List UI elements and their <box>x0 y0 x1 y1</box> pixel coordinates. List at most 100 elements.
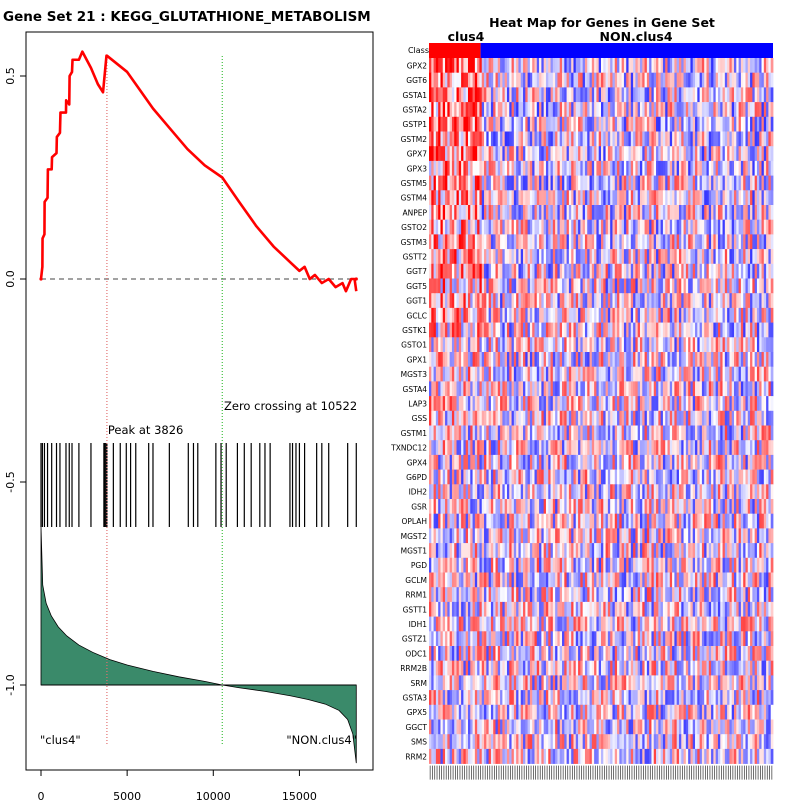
heatmap-cell <box>443 176 446 191</box>
heatmap-cell <box>615 87 618 102</box>
heatmap-cell <box>668 470 671 485</box>
heatmap-cell <box>546 293 549 308</box>
heatmap-cell <box>642 352 645 367</box>
heatmap-cell <box>610 249 613 264</box>
heatmap-cell <box>706 102 709 117</box>
heatmap-cell <box>482 323 485 338</box>
heatmap-cell <box>587 279 590 294</box>
heatmap-cell <box>679 308 682 323</box>
heatmap-cell <box>518 293 521 308</box>
heatmap-cell <box>530 176 533 191</box>
heatmap-cell <box>674 455 677 470</box>
heatmap-cell <box>704 176 707 191</box>
heatmap-cell <box>736 484 739 499</box>
heatmap-cell <box>475 367 478 382</box>
heatmap-cell <box>612 146 615 161</box>
heatmap-cell <box>587 440 590 455</box>
heatmap-cell <box>573 484 576 499</box>
heatmap-cell <box>450 73 453 88</box>
heatmap-cell <box>764 426 767 441</box>
heatmap-cell <box>514 514 517 529</box>
heatmap-cell <box>624 323 627 338</box>
heatmap-cell <box>759 117 762 132</box>
heatmap-cell <box>670 205 673 220</box>
heatmap-cell <box>505 440 508 455</box>
heatmap-cell <box>757 176 760 191</box>
heatmap-cell <box>619 352 622 367</box>
heatmap-cell <box>457 279 460 294</box>
heatmap-cell <box>734 440 737 455</box>
heatmap-cell <box>541 411 544 426</box>
heatmap-cell <box>534 381 537 396</box>
heatmap-cell <box>450 352 453 367</box>
heatmap-cell <box>725 234 728 249</box>
heatmap-cell <box>498 426 501 441</box>
heatmap-cell <box>537 337 540 352</box>
heatmap-cell <box>585 426 588 441</box>
heatmap-cell <box>461 514 464 529</box>
heatmap-cell <box>530 58 533 73</box>
heatmap-cell <box>668 514 671 529</box>
heatmap-cell <box>571 308 574 323</box>
heatmap-cell <box>489 117 492 132</box>
heatmap-row <box>429 117 773 132</box>
heatmap-cell <box>633 87 636 102</box>
heatmap-cell <box>548 323 551 338</box>
heatmap-cell <box>697 87 700 102</box>
heatmap-cell <box>764 455 767 470</box>
heatmap-cell <box>695 73 698 88</box>
heatmap-cell <box>668 426 671 441</box>
heatmap-cell <box>587 102 590 117</box>
heatmap-cell <box>537 455 540 470</box>
heatmap-cell <box>601 308 604 323</box>
heatmap-cell <box>576 367 579 382</box>
heatmap-cell <box>537 293 540 308</box>
heatmap-cell <box>645 381 648 396</box>
heatmap-cell <box>482 426 485 441</box>
heatmap-cell <box>656 367 659 382</box>
heatmap-cell <box>594 323 597 338</box>
heatmap-cell <box>599 381 602 396</box>
heatmap-cell <box>532 470 535 485</box>
heatmap-cell <box>690 249 693 264</box>
heatmap-cell <box>530 102 533 117</box>
heatmap-cell <box>484 190 487 205</box>
heatmap-cell <box>468 249 471 264</box>
heatmap-cell <box>771 470 774 485</box>
heatmap-cell <box>645 190 648 205</box>
heatmap-cell <box>741 323 744 338</box>
heatmap-cell <box>606 337 609 352</box>
heatmap-cell <box>729 117 732 132</box>
heatmap-cell <box>764 117 767 132</box>
heatmap-cell <box>544 367 547 382</box>
heatmap-cell <box>649 440 652 455</box>
heatmap-cell <box>663 58 666 73</box>
heatmap-cell <box>518 352 521 367</box>
heatmap-cell <box>647 293 650 308</box>
heatmap-cell <box>612 381 615 396</box>
heatmap-cell <box>548 381 551 396</box>
heatmap-cell <box>697 470 700 485</box>
heatmap-cell <box>755 249 758 264</box>
heatmap-cell <box>725 499 728 514</box>
heatmap-cell <box>528 426 531 441</box>
heatmap-cell <box>466 146 469 161</box>
heatmap-cell <box>766 367 769 382</box>
heatmap-cell <box>528 205 531 220</box>
heatmap-cell <box>677 308 680 323</box>
heatmap-cell <box>564 352 567 367</box>
heatmap-cell <box>473 528 476 543</box>
heatmap-cell <box>706 205 709 220</box>
heatmap-cell <box>755 440 758 455</box>
heatmap-cell <box>608 455 611 470</box>
heatmap-cell <box>516 440 519 455</box>
heatmap-cell <box>704 87 707 102</box>
heatmap-cell <box>585 87 588 102</box>
heatmap-cell <box>601 176 604 191</box>
heatmap-cell <box>661 367 664 382</box>
heatmap-cell <box>496 176 499 191</box>
heatmap-cell <box>700 367 703 382</box>
heatmap-cell <box>530 411 533 426</box>
heatmap-cell <box>626 132 629 147</box>
heatmap-cell <box>704 323 707 338</box>
